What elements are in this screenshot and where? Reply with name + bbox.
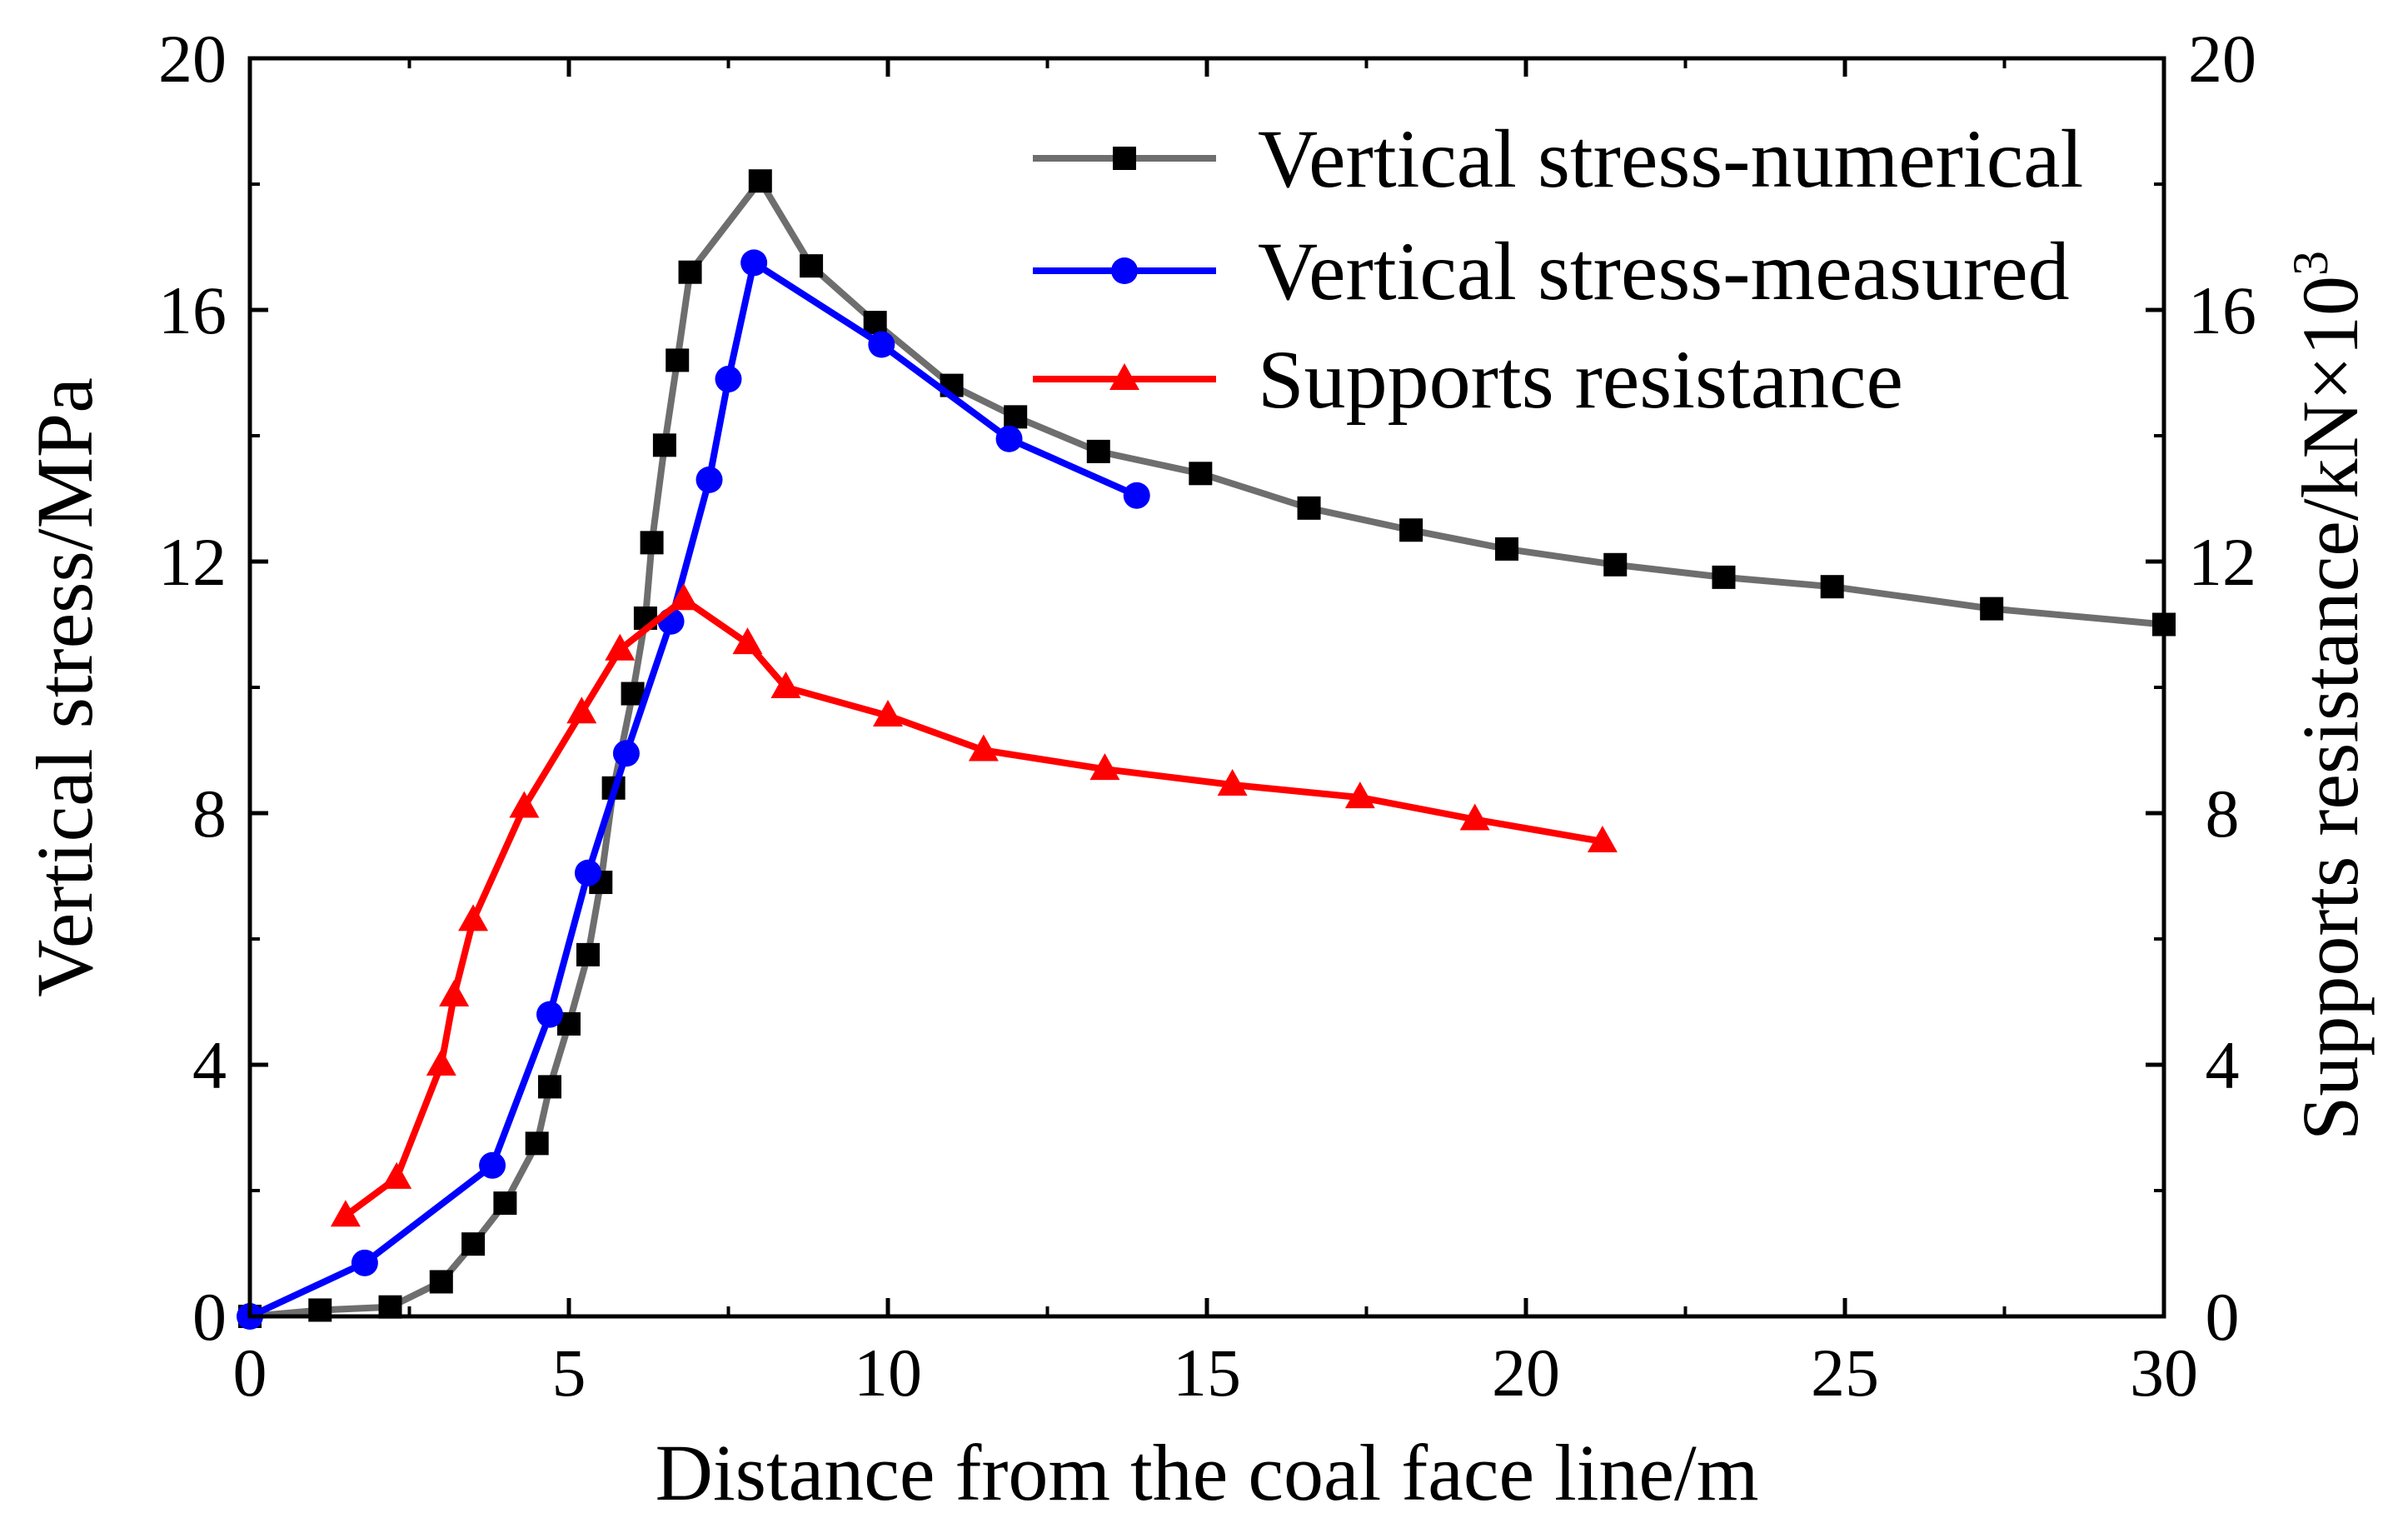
series-2-point (458, 904, 489, 931)
series-0-point (678, 260, 702, 284)
series-1-point (351, 1249, 378, 1276)
series-0-point (429, 1270, 453, 1294)
legend: Vertical stress-numerical Vertical stress… (1033, 112, 2083, 426)
series-0-point (525, 1131, 549, 1156)
series-0-point (800, 254, 824, 278)
series-2-point (509, 791, 540, 818)
series-2-point (968, 734, 999, 762)
series-0-point (640, 531, 664, 555)
series-2-point (668, 583, 699, 611)
y2-axis-title: Supports resistance/kN×103 (2283, 251, 2375, 1141)
series-0-point (1495, 537, 1519, 561)
y2-tick-label: 20 (2188, 21, 2256, 97)
series-0-point (863, 311, 887, 335)
y2-tick-label: 16 (2188, 272, 2256, 348)
series-2-point (1459, 803, 1490, 831)
series-1-point (740, 249, 768, 277)
series-2-point (381, 1161, 412, 1189)
series-2-line (343, 596, 1603, 1219)
series-0-point (1820, 575, 1844, 599)
legend-label: Vertical stress-numerical (1258, 112, 2083, 205)
series-2 (330, 583, 1618, 1227)
series-1 (237, 249, 1150, 1330)
y-tick-label: 8 (192, 776, 227, 851)
y-tick-label: 16 (158, 272, 227, 348)
y2-tick-label: 4 (2206, 1027, 2240, 1103)
series-2-point (605, 633, 636, 661)
y2-axis-title-superscript: 3 (2283, 251, 2338, 276)
series-1-point (995, 425, 1023, 452)
series-0-point (538, 1075, 562, 1099)
y2-axis-title-main: Supports resistance/kN×10 (2286, 276, 2375, 1141)
series-0-point (1980, 597, 2004, 621)
series-0-point (576, 942, 600, 966)
series-1-point (695, 466, 723, 493)
series-1-point (612, 740, 640, 767)
x-tick-label: 15 (1173, 1335, 1241, 1411)
series-1-point (574, 859, 601, 886)
y-tick-label: 12 (158, 524, 227, 600)
x-tick-label: 30 (2130, 1335, 2198, 1411)
y2-tick-label: 8 (2206, 776, 2240, 851)
series-0-point (1399, 518, 1423, 542)
series-0-point (1603, 552, 1628, 577)
series-0-point (1189, 462, 1213, 486)
series-0-point (1712, 565, 1736, 589)
series-1-point (1123, 482, 1150, 509)
y-axis-title: Vertical stress/MPa (20, 377, 109, 997)
series-2-point (330, 1200, 361, 1227)
x-tick-label: 20 (1492, 1335, 1560, 1411)
x-tick-label: 5 (552, 1335, 586, 1411)
series-0-point (748, 169, 772, 193)
x-tick-label: 25 (1811, 1335, 1879, 1411)
series-2-point (426, 1049, 456, 1076)
legend-item-1: Vertical stress-measured (1033, 225, 2070, 317)
series-2-point (439, 979, 470, 1006)
series-1-point (715, 366, 742, 393)
series-1-point (536, 1001, 564, 1028)
legend-swatch-marker (1109, 363, 1139, 390)
x-tick-label: 10 (854, 1335, 922, 1411)
x-axis-title: Distance from the coal face line/m (656, 1428, 1759, 1517)
series-2-point (1089, 753, 1120, 781)
legend-label: Vertical stress-measured (1258, 225, 2070, 317)
series-0-point (652, 433, 676, 457)
series-0-point (1297, 496, 1321, 520)
legend-item-0: Vertical stress-numerical (1033, 112, 2083, 205)
legend-swatch-marker (1111, 257, 1138, 284)
y2-tick-label: 0 (2206, 1279, 2240, 1355)
series-0-point (666, 348, 690, 372)
x-tick-label: 0 (233, 1335, 267, 1411)
series-1-point (479, 1151, 506, 1179)
series-2-point (873, 699, 903, 727)
legend-item-2: Supports resistance (1033, 333, 1903, 426)
y2-tick-label: 12 (2188, 524, 2256, 600)
series-0-point (1004, 405, 1028, 429)
y-tick-label: 0 (192, 1279, 227, 1355)
y-tick-label: 20 (158, 21, 227, 97)
series-2-point (732, 627, 763, 655)
series-0-point (1086, 439, 1110, 463)
series-2-point (1587, 825, 1618, 852)
series-2-point (1217, 769, 1248, 796)
series-2-point (1344, 781, 1375, 809)
series-1-point (868, 331, 895, 358)
series-layer (237, 169, 2176, 1330)
series-0-point (461, 1232, 486, 1256)
series-2-point (770, 672, 801, 698)
legend-label: Supports resistance (1258, 333, 1903, 426)
y-tick-label: 4 (192, 1027, 227, 1103)
series-0-point (493, 1191, 517, 1216)
legend-swatch-marker (1113, 147, 1136, 170)
series-2-point (566, 697, 597, 724)
